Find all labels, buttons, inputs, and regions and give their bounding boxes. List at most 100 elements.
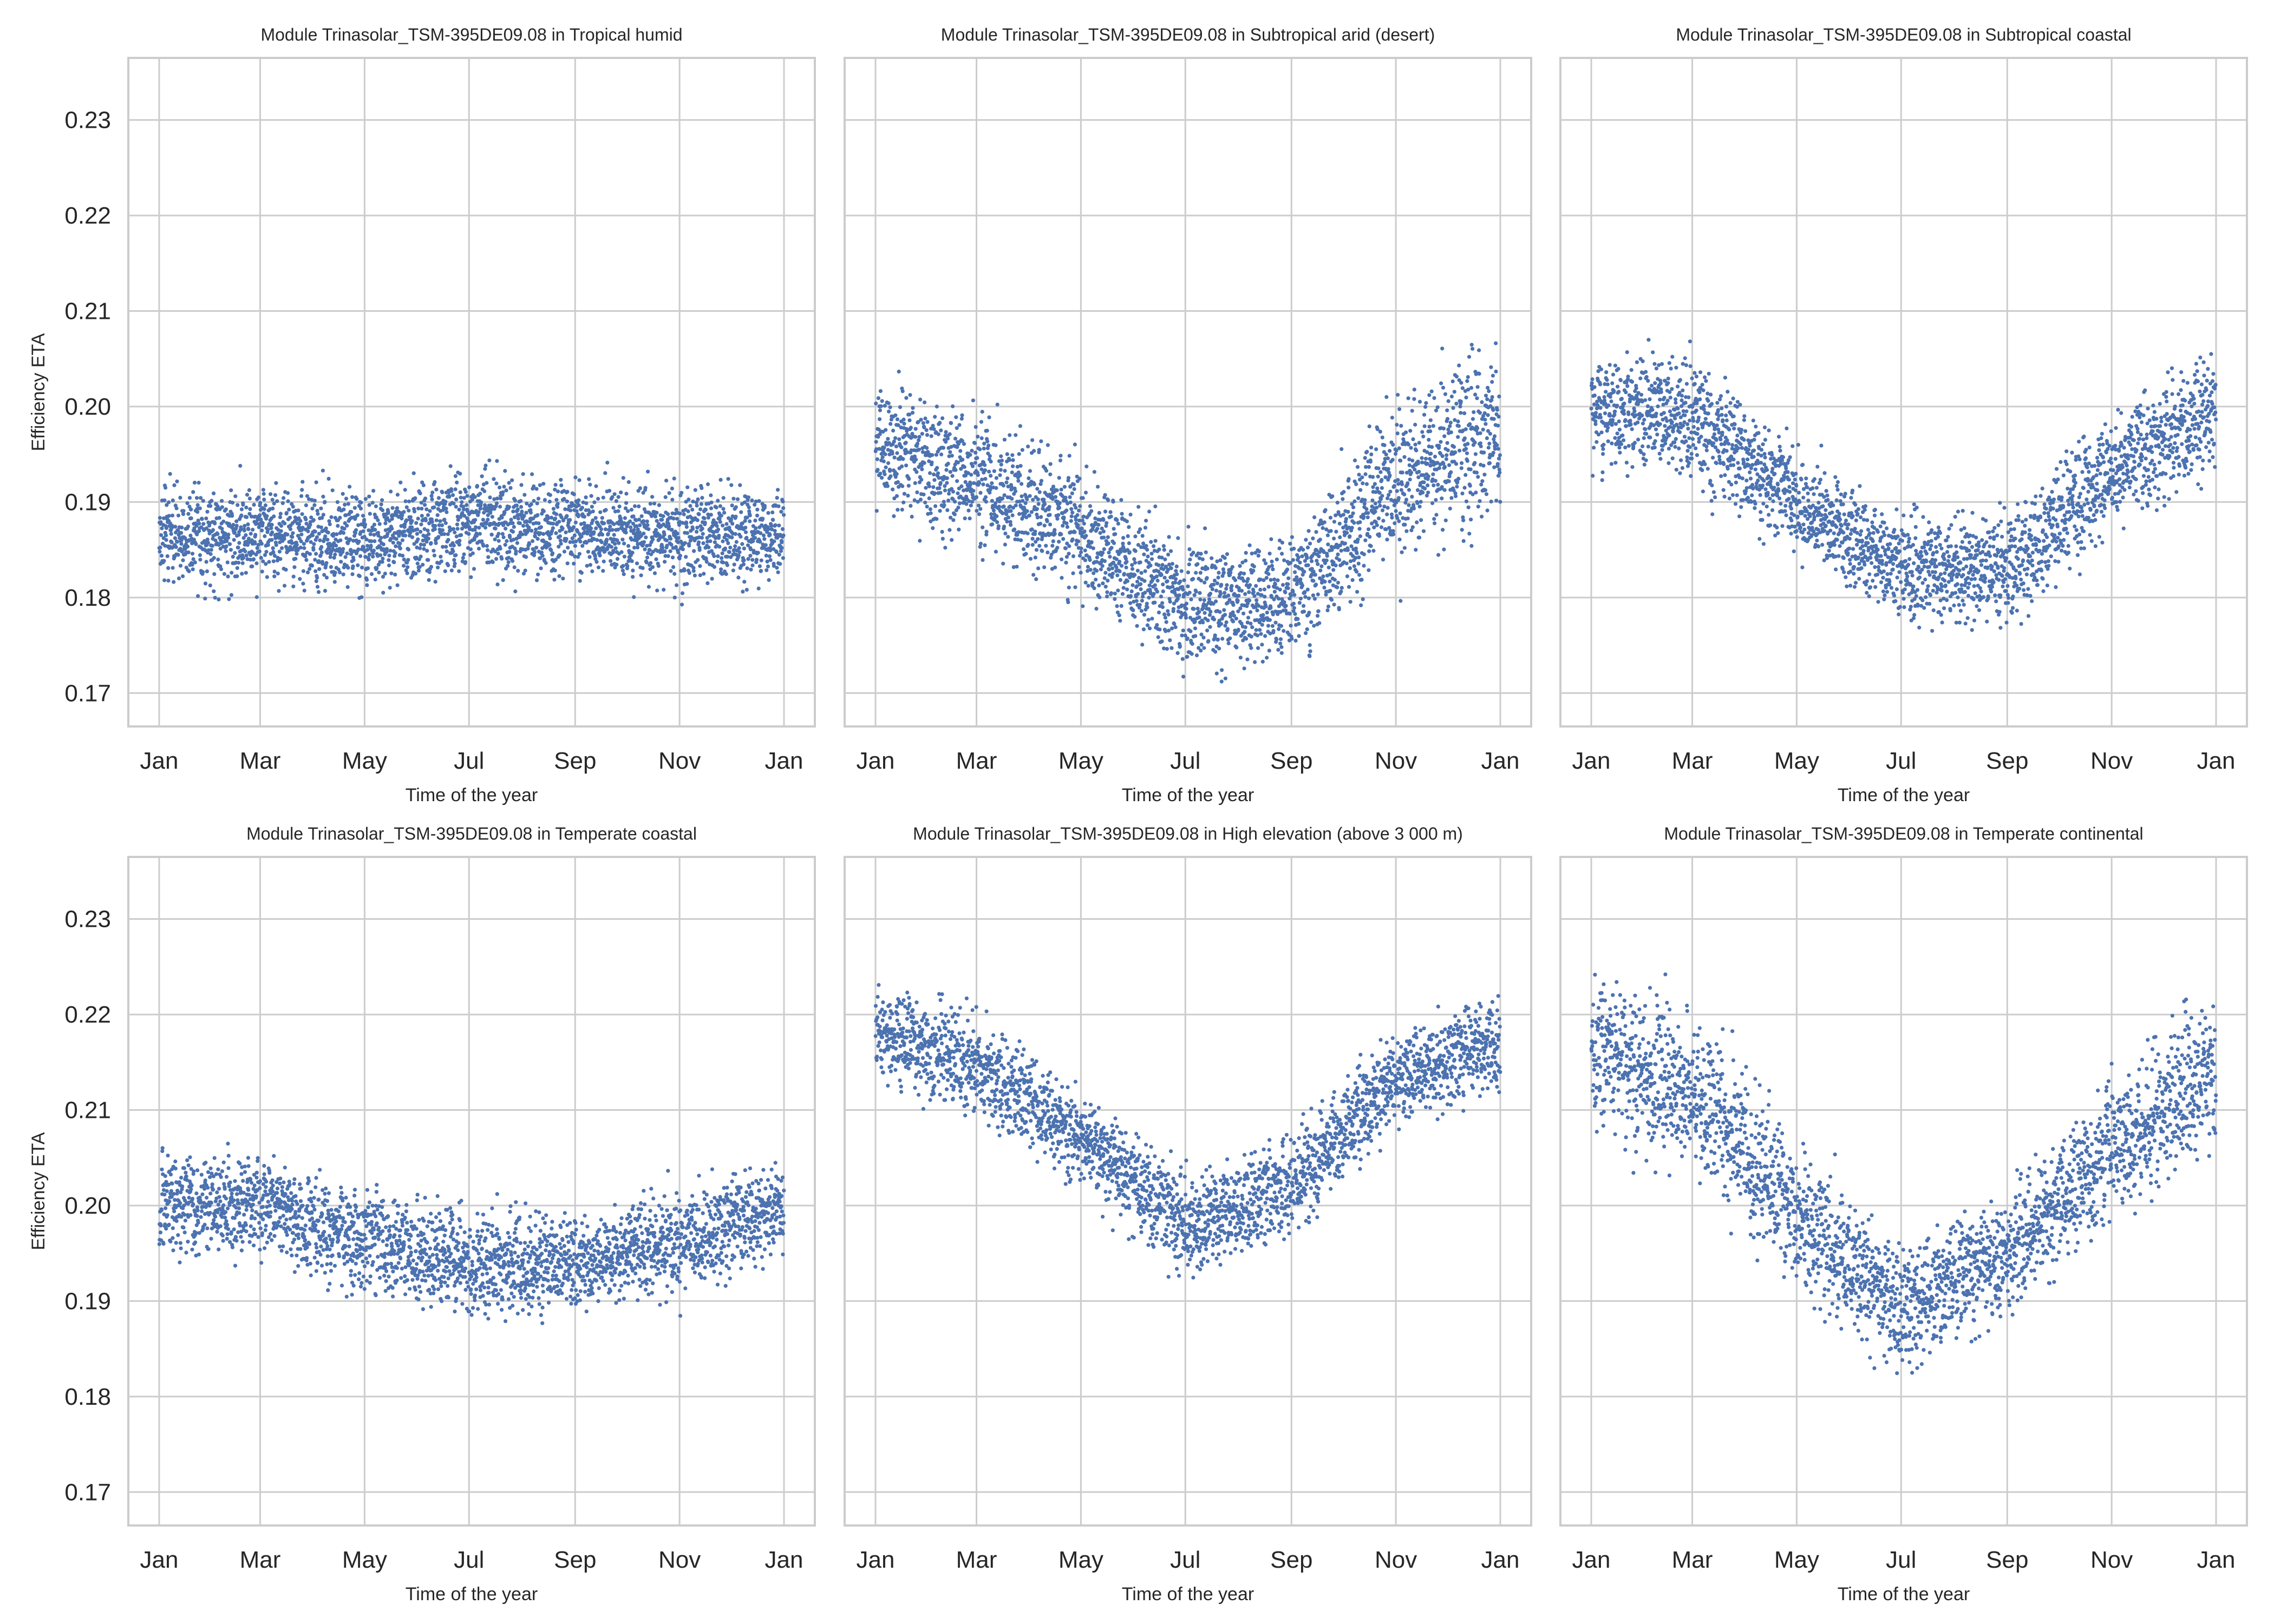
data-point bbox=[455, 522, 460, 527]
data-point bbox=[250, 564, 254, 568]
data-point bbox=[768, 533, 772, 537]
data-point bbox=[495, 496, 499, 501]
data-point bbox=[1092, 571, 1096, 575]
data-point bbox=[739, 534, 743, 539]
data-point bbox=[1224, 587, 1229, 591]
data-point bbox=[779, 509, 783, 514]
data-point bbox=[995, 402, 999, 407]
data-point bbox=[1386, 467, 1390, 471]
data-point bbox=[1415, 488, 1420, 493]
data-point bbox=[1020, 448, 1024, 452]
data-point bbox=[1312, 597, 1317, 601]
data-point bbox=[332, 555, 336, 560]
data-point bbox=[280, 546, 284, 551]
data-point bbox=[976, 473, 980, 477]
data-point bbox=[1348, 566, 1352, 571]
data-point bbox=[1250, 625, 1254, 630]
data-point bbox=[278, 515, 283, 520]
data-point bbox=[233, 551, 237, 555]
data-point bbox=[410, 535, 415, 539]
data-point bbox=[1054, 495, 1058, 499]
data-point bbox=[195, 510, 200, 514]
data-point bbox=[254, 561, 259, 566]
y-tick-label: 0.23 bbox=[64, 107, 111, 134]
data-point bbox=[755, 507, 760, 512]
data-point bbox=[935, 517, 939, 521]
data-point bbox=[1318, 568, 1323, 573]
data-point bbox=[578, 539, 583, 544]
data-point bbox=[734, 505, 738, 509]
data-point bbox=[1156, 610, 1161, 614]
data-point bbox=[1005, 519, 1009, 524]
data-point bbox=[699, 502, 703, 506]
data-point bbox=[1363, 498, 1367, 502]
data-point bbox=[893, 413, 898, 417]
data-point bbox=[494, 556, 499, 561]
data-point bbox=[557, 520, 561, 524]
data-point bbox=[958, 449, 963, 453]
data-point bbox=[1407, 488, 1412, 492]
data-point bbox=[1125, 560, 1129, 564]
data-point bbox=[778, 562, 782, 566]
data-point bbox=[605, 461, 610, 465]
data-point bbox=[231, 522, 236, 527]
data-point bbox=[493, 537, 497, 542]
data-point bbox=[1124, 565, 1128, 569]
data-point bbox=[1113, 597, 1117, 601]
data-point bbox=[973, 450, 978, 455]
data-point bbox=[950, 474, 955, 478]
data-point bbox=[1103, 493, 1107, 497]
data-point bbox=[1292, 606, 1296, 610]
data-point bbox=[1144, 543, 1148, 548]
data-point bbox=[1182, 578, 1186, 582]
data-point bbox=[341, 492, 345, 496]
data-point bbox=[1413, 467, 1417, 472]
data-point bbox=[1270, 564, 1274, 568]
data-point bbox=[1417, 469, 1421, 474]
data-point bbox=[1364, 507, 1369, 512]
data-point bbox=[1380, 477, 1384, 482]
data-point bbox=[1112, 541, 1116, 545]
data-point bbox=[561, 577, 565, 581]
data-point bbox=[205, 509, 210, 514]
data-point bbox=[1166, 628, 1171, 633]
data-point bbox=[541, 532, 546, 536]
data-point bbox=[782, 513, 786, 517]
data-point bbox=[1223, 624, 1227, 628]
data-point bbox=[1059, 532, 1063, 536]
data-point bbox=[771, 518, 775, 522]
data-point bbox=[1116, 588, 1120, 593]
data-point bbox=[193, 560, 197, 565]
data-point bbox=[1356, 561, 1361, 566]
data-point bbox=[613, 546, 618, 551]
data-point bbox=[611, 506, 616, 510]
data-point bbox=[269, 526, 273, 531]
data-point bbox=[679, 490, 684, 495]
data-point bbox=[1010, 496, 1014, 501]
data-point bbox=[951, 489, 955, 494]
data-point bbox=[330, 488, 335, 493]
data-point bbox=[1231, 603, 1236, 607]
data-point bbox=[408, 515, 413, 519]
data-point bbox=[1075, 513, 1080, 518]
data-point bbox=[348, 537, 352, 541]
data-point bbox=[957, 501, 962, 506]
data-point bbox=[573, 554, 577, 559]
data-point bbox=[1378, 503, 1382, 508]
data-point bbox=[1357, 527, 1362, 531]
data-point bbox=[1325, 533, 1330, 538]
data-point bbox=[721, 560, 726, 565]
data-point bbox=[218, 546, 223, 551]
data-point bbox=[492, 497, 496, 501]
data-point bbox=[720, 556, 724, 560]
data-point bbox=[400, 516, 404, 521]
data-point bbox=[1368, 460, 1373, 464]
data-point bbox=[1266, 572, 1271, 576]
data-point bbox=[1369, 446, 1374, 450]
data-point bbox=[1128, 594, 1133, 598]
data-point bbox=[386, 511, 390, 515]
data-point bbox=[951, 404, 955, 409]
data-point bbox=[285, 532, 290, 537]
data-point bbox=[166, 566, 171, 570]
data-point bbox=[610, 528, 615, 532]
